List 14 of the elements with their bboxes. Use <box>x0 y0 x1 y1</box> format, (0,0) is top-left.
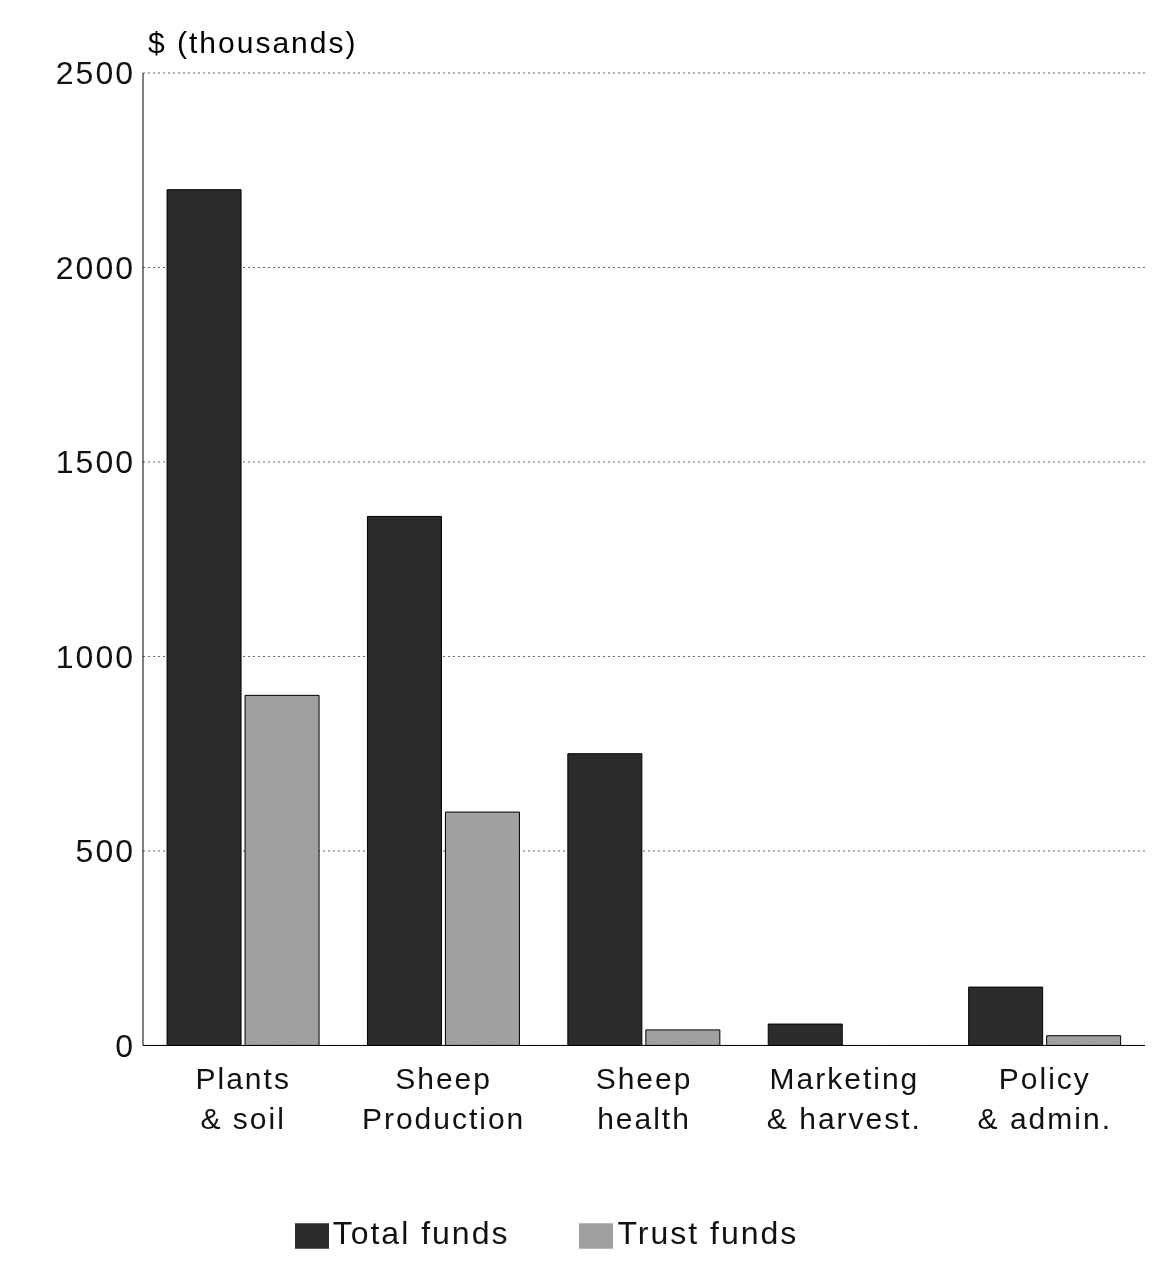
x-tick-label: Policy & admin. <box>977 1062 1112 1136</box>
legend-label: Total funds <box>332 1215 510 1252</box>
legend-label: Trust funds <box>617 1215 799 1252</box>
x-tick-label: Sheep Production <box>361 1062 526 1136</box>
y-tick-label: 2000 <box>55 249 135 286</box>
x-tick-label: Plants & soil <box>195 1062 291 1136</box>
y-tick-label: 0 <box>115 1027 135 1064</box>
x-tick-label: Sheep health <box>595 1062 693 1136</box>
y-tick-label: 1500 <box>55 444 135 481</box>
y-tick-label: 500 <box>75 833 135 870</box>
y-tick-label: 2500 <box>55 55 135 92</box>
x-tick-label: Marketing & harvest. <box>766 1062 922 1136</box>
y-axis-title: $ (thousands) <box>148 26 358 60</box>
y-tick-label: 1000 <box>55 638 135 675</box>
